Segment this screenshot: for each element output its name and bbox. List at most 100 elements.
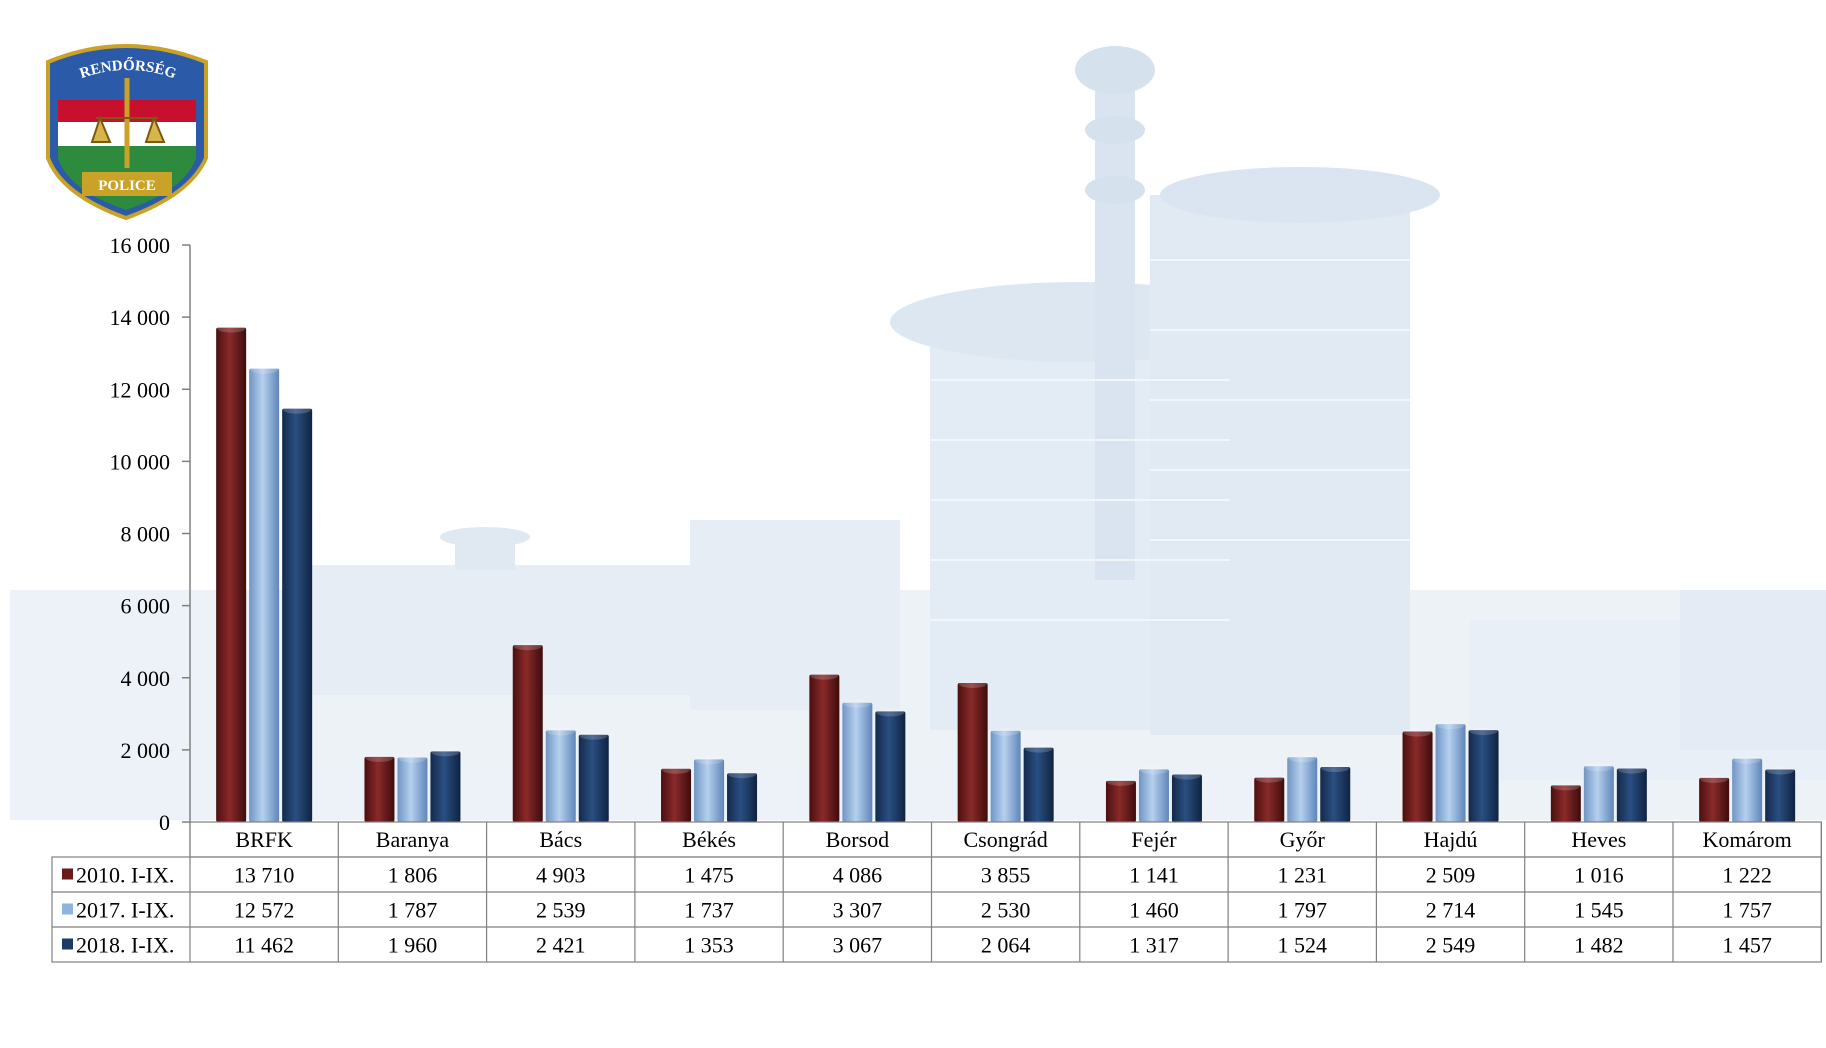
bar-top-highlight [991, 727, 1020, 736]
data-label: 2 714 [1426, 898, 1476, 923]
bar-top-highlight [546, 727, 575, 736]
bar-2017 [249, 368, 280, 822]
bar-top-highlight [1551, 782, 1580, 791]
table-body [51, 856, 1822, 963]
data-label: 1 016 [1574, 863, 1624, 888]
data-label: 1 222 [1722, 863, 1772, 888]
y-tick-label: 6 000 [121, 594, 171, 619]
bar-2017 [1583, 766, 1614, 822]
bar-top-highlight [579, 731, 608, 740]
building-background-illustration [10, 46, 1826, 820]
data-table: BRFK Baranya Bács Békés Borsod Csongrád Fejér G… [51, 821, 1822, 963]
data-label: 1 757 [1722, 898, 1772, 923]
data-label: 1 317 [1129, 933, 1179, 958]
data-label: 3 067 [833, 933, 883, 958]
data-label: 1 524 [1278, 933, 1328, 958]
bar-2017 [1138, 769, 1169, 822]
data-label: 4 903 [536, 863, 586, 888]
data-label: 1 806 [388, 863, 438, 888]
y-tick-label: 10 000 [110, 449, 171, 474]
bar-top-highlight [513, 642, 542, 651]
logo-bottom-text: POLICE [98, 178, 156, 194]
bar-2010 [216, 327, 247, 822]
data-label: 1 460 [1129, 898, 1179, 923]
data-label: 1 475 [684, 863, 734, 888]
category-label: Fejér [1131, 827, 1177, 852]
y-tick-label: 2 000 [121, 738, 171, 763]
bar-2017 [1287, 757, 1318, 822]
category-label: Csongrád [963, 827, 1047, 852]
bar-top-highlight [695, 756, 724, 765]
legend-swatch [62, 868, 73, 880]
bar-top-highlight [958, 679, 987, 688]
bar-top-highlight [1584, 763, 1613, 772]
police-logo: RENDŐRSÉG POLICE [46, 44, 208, 221]
bar-top-highlight [1106, 777, 1135, 786]
legend-label: 2018. I-IX. [76, 933, 174, 958]
bar-top-highlight [398, 754, 427, 763]
category-label: Békés [682, 827, 736, 852]
legend-label: 2017. I-IX. [76, 898, 174, 923]
legend-swatch [62, 903, 73, 915]
bar-top-highlight [1469, 727, 1498, 736]
bar-top-highlight [1403, 728, 1432, 737]
bar-2010 [661, 768, 692, 822]
data-label: 3 307 [833, 898, 883, 923]
data-label: 2 509 [1426, 863, 1476, 888]
bar-2018 [1023, 747, 1054, 822]
bar-top-highlight [1617, 765, 1646, 774]
data-label: 1 482 [1574, 933, 1624, 958]
y-tick-label: 12 000 [110, 377, 171, 402]
bar-2018 [1765, 769, 1796, 822]
bar-top-highlight [810, 671, 839, 680]
category-label: BRFK [235, 827, 293, 852]
bar-2010 [1105, 780, 1136, 822]
bar-2017 [545, 730, 576, 822]
data-label: 1 457 [1722, 933, 1772, 958]
bar-top-highlight [1255, 774, 1284, 783]
bar-top-highlight [1700, 774, 1729, 783]
bar-2018 [1171, 774, 1202, 822]
category-label: Bács [539, 827, 582, 852]
bar-2017 [990, 730, 1021, 822]
data-label: 2 530 [981, 898, 1031, 923]
y-tick-label: 14 000 [110, 305, 171, 330]
bar-top-highlight [843, 699, 872, 708]
bar-top-highlight [283, 405, 312, 414]
data-label: 1 960 [388, 933, 438, 958]
data-label: 12 572 [234, 898, 295, 923]
bar-2018 [1320, 767, 1351, 822]
bar-2010 [512, 645, 543, 822]
data-label: 2 549 [1426, 933, 1476, 958]
data-label: 13 710 [234, 863, 295, 888]
category-label: Győr [1280, 827, 1326, 852]
y-tick-label: 4 000 [121, 666, 171, 691]
bar-2018 [430, 751, 461, 822]
category-label: Komárom [1703, 827, 1792, 852]
bar-2017 [1732, 758, 1763, 822]
bar-2017 [1435, 724, 1466, 822]
data-label: 2 539 [536, 898, 586, 923]
bar-top-highlight [662, 765, 691, 774]
bar-top-highlight [1733, 755, 1762, 764]
bar-2010 [1402, 731, 1433, 822]
bar-2018 [875, 711, 906, 822]
legend-swatch [62, 938, 73, 950]
bar-top-highlight [250, 365, 279, 374]
data-label: 2 064 [981, 933, 1031, 958]
bar-2018 [1468, 730, 1499, 822]
bar-top-highlight [217, 324, 246, 333]
data-label: 11 462 [234, 933, 294, 958]
bar-2010 [364, 756, 395, 822]
category-label: Heves [1571, 827, 1626, 852]
bar-2017 [842, 702, 873, 822]
bar-2018 [282, 408, 313, 822]
bar-top-highlight [1288, 754, 1317, 763]
y-tick-label: 8 000 [121, 522, 171, 547]
y-axis: 0 2 000 4 000 6 000 8 000 10 000 12 000 14 000 1… [110, 233, 191, 835]
category-label: Baranya [376, 827, 450, 852]
bar-top-highlight [728, 770, 757, 779]
bar-top-highlight [1024, 744, 1053, 753]
